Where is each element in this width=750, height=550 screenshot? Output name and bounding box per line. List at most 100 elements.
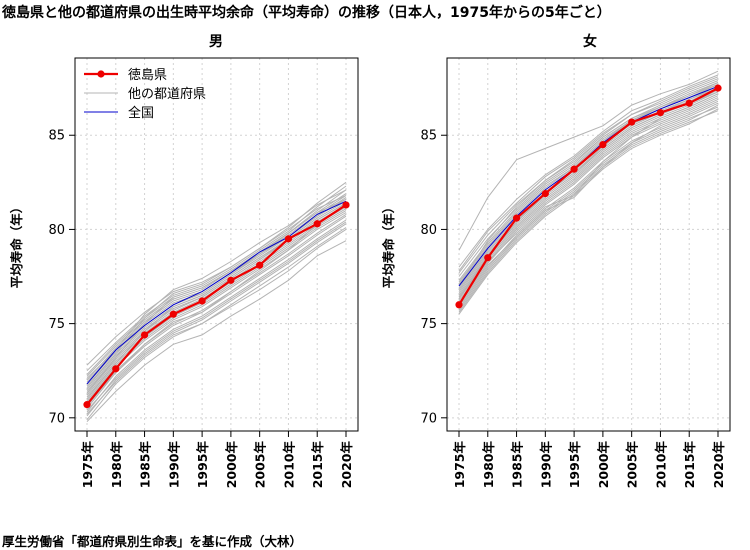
other-prefecture-line — [458, 91, 719, 296]
chart-title: 徳島県と他の都道府県の出生時平均余命（平均寿命）の推移（日本人，1975年からの… — [2, 5, 611, 21]
other-prefecture-line — [86, 213, 347, 407]
legend-label: 他の都道府県 — [128, 87, 206, 102]
tokushima-point — [112, 365, 120, 373]
other-prefecture-line — [458, 98, 719, 304]
tokushima-point — [484, 254, 492, 262]
other-prefecture-line — [458, 110, 719, 313]
panel-female: 70 75 80 85 1975年 1980年 1985年 1990年 1995年 2000年 20… — [381, 33, 731, 489]
y-tick-label: 70 — [48, 411, 65, 426]
other-prefecture-line — [458, 97, 719, 302]
legend-label: 全国 — [128, 105, 154, 121]
other-prefecture-line — [86, 221, 347, 411]
other-prefecture-line — [86, 195, 347, 387]
other-prefecture-line — [86, 202, 347, 398]
panel-male: 70 75 80 85 1975年 1980年 1985年 1990年 1995年 2000年 20… — [9, 34, 359, 489]
x-tick-label: 2020年 — [339, 441, 354, 489]
x-tick-label: 1980年 — [481, 441, 496, 489]
tokushima-point — [342, 201, 350, 209]
y-tick-label: 75 — [420, 317, 437, 332]
tokushima-point — [227, 276, 235, 284]
tokushima-point — [570, 165, 578, 173]
x-tick-label: 1985年 — [138, 441, 153, 489]
other-prefecture-line — [86, 223, 347, 417]
other-prefecture-line — [86, 198, 347, 385]
y-tick-label: 70 — [420, 411, 437, 426]
other-prefecture-line — [86, 227, 347, 421]
other-prefecture-line — [86, 228, 347, 415]
source-note: 厚生労働省「都道府県別生命表」を基に作成（大林） — [2, 534, 303, 549]
other-prefecture-line — [458, 78, 719, 274]
tokushima-point — [313, 220, 321, 228]
panel-title: 女 — [583, 33, 597, 50]
other-prefecture-line — [86, 212, 347, 404]
other-prefecture-line — [458, 91, 719, 300]
tokushima-point — [599, 141, 607, 149]
y-tick-label: 80 — [420, 223, 437, 238]
x-tick-label: 1975年 — [452, 441, 467, 489]
panel-title: 男 — [209, 34, 223, 50]
other-prefecture-line — [458, 102, 719, 307]
y-tick-label: 75 — [48, 317, 65, 332]
other-prefecture-line — [86, 198, 347, 394]
other-prefecture-line — [458, 76, 719, 272]
other-prefecture-line — [86, 189, 347, 379]
other-prefecture-line — [458, 100, 719, 306]
other-prefecture-line — [458, 82, 719, 287]
plot-frame — [74, 57, 359, 432]
y-tick-label: 85 — [48, 129, 65, 144]
tokushima-point — [140, 331, 149, 339]
y-tick-label: 80 — [48, 223, 65, 238]
tokushima-point — [656, 109, 665, 117]
x-tick-label: 2000年 — [596, 441, 611, 489]
x-tick-label: 2015年 — [682, 441, 697, 489]
x-tick-label: 1995年 — [567, 441, 582, 489]
x-tick-label: 1995年 — [195, 441, 210, 489]
tokushima-point — [714, 84, 722, 92]
x-tick-label: 1975年 — [80, 441, 95, 489]
tokushima-point — [685, 99, 693, 107]
other-prefecture-line — [458, 108, 719, 315]
legend-label: 徳島県 — [128, 68, 167, 83]
other-prefecture-line — [86, 206, 347, 405]
tokushima-point — [541, 190, 549, 198]
x-tick-label: 2010年 — [653, 441, 668, 489]
x-tick-label: 1990年 — [166, 441, 181, 489]
plot-frame — [446, 57, 731, 432]
other-prefecture-line — [458, 95, 719, 300]
other-prefecture-line — [458, 70, 719, 251]
legend-tokushima-marker — [97, 70, 105, 78]
national-average-line — [86, 200, 347, 385]
other-prefecture-line — [86, 208, 347, 400]
x-tick-label: 2015年 — [310, 441, 325, 489]
other-prefecture-line — [458, 82, 719, 281]
other-prefecture-line — [86, 240, 347, 422]
y-axis-label: 平均寿命（年） — [9, 201, 24, 289]
other-prefecture-line — [458, 106, 719, 309]
x-tick-label: 1985年 — [510, 441, 525, 489]
x-tick-label: 2005年 — [625, 441, 640, 489]
other-prefecture-line — [458, 93, 719, 298]
tokushima-point — [455, 301, 463, 309]
other-prefecture-line — [458, 74, 719, 268]
tokushima-point — [83, 401, 91, 409]
x-tick-label: 2005年 — [253, 441, 268, 489]
tokushima-point — [169, 310, 177, 318]
x-tick-label: 1990年 — [538, 441, 553, 489]
y-tick-label: 85 — [420, 129, 437, 144]
other-prefecture-line — [86, 215, 347, 409]
x-tick-label: 2000年 — [224, 441, 239, 489]
tokushima-point — [628, 118, 636, 126]
tokushima-point — [198, 297, 206, 305]
x-tick-label: 2020年 — [711, 441, 726, 489]
tokushima-line — [458, 87, 719, 306]
x-tick-label: 2010年 — [281, 441, 296, 489]
other-prefecture-line — [458, 104, 719, 311]
tokushima-point — [512, 214, 521, 222]
y-axis-label: 平均寿命（年） — [381, 201, 396, 289]
tokushima-point — [284, 235, 293, 243]
x-tick-label: 1980年 — [109, 441, 124, 489]
tokushima-line — [86, 203, 347, 406]
other-prefecture-line — [86, 219, 347, 413]
